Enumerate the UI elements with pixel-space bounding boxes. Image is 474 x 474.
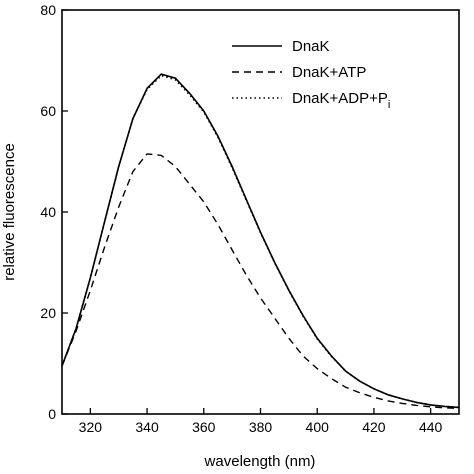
x-axis-title: wavelength (nm) [204, 453, 316, 470]
series-line-1 [61, 153, 460, 410]
x-tick-label: 400 [306, 419, 330, 435]
legend-label-text: DnaK+ATP [292, 64, 366, 81]
series-layer [61, 73, 460, 410]
x-tick-label: 440 [419, 419, 443, 435]
x-tick-label: 420 [362, 419, 386, 435]
series-line-0 [61, 73, 460, 409]
axis-ticks: 320 340 360 380 400 420 440 0 20 40 60 80 [40, 2, 442, 435]
legend-label-text: DnaK [292, 38, 330, 55]
y-axis-title: relative fluorescence [1, 143, 18, 281]
legend-label-subscript: i [388, 99, 390, 111]
x-tick-label: 380 [249, 419, 273, 435]
legend: DnaK DnaK+ATP DnaK+ADP+Pi [232, 38, 390, 111]
legend-label-0: DnaK [292, 38, 330, 55]
y-tick-label: 60 [40, 103, 56, 119]
x-tick-label: 320 [79, 419, 103, 435]
y-tick-label: 20 [40, 305, 56, 321]
legend-label-1: DnaK+ATP [292, 64, 366, 81]
legend-label-text: DnaK+ADP+P [292, 90, 388, 107]
x-tick-label: 340 [135, 419, 159, 435]
x-tick-label: 360 [192, 419, 216, 435]
series-line-2 [61, 74, 460, 409]
y-tick-label: 40 [40, 204, 56, 220]
legend-label-2: DnaK+ADP+Pi [292, 90, 390, 111]
y-tick-label: 80 [40, 2, 56, 18]
y-tick-label: 0 [48, 406, 56, 422]
plot-frame [61, 9, 460, 415]
